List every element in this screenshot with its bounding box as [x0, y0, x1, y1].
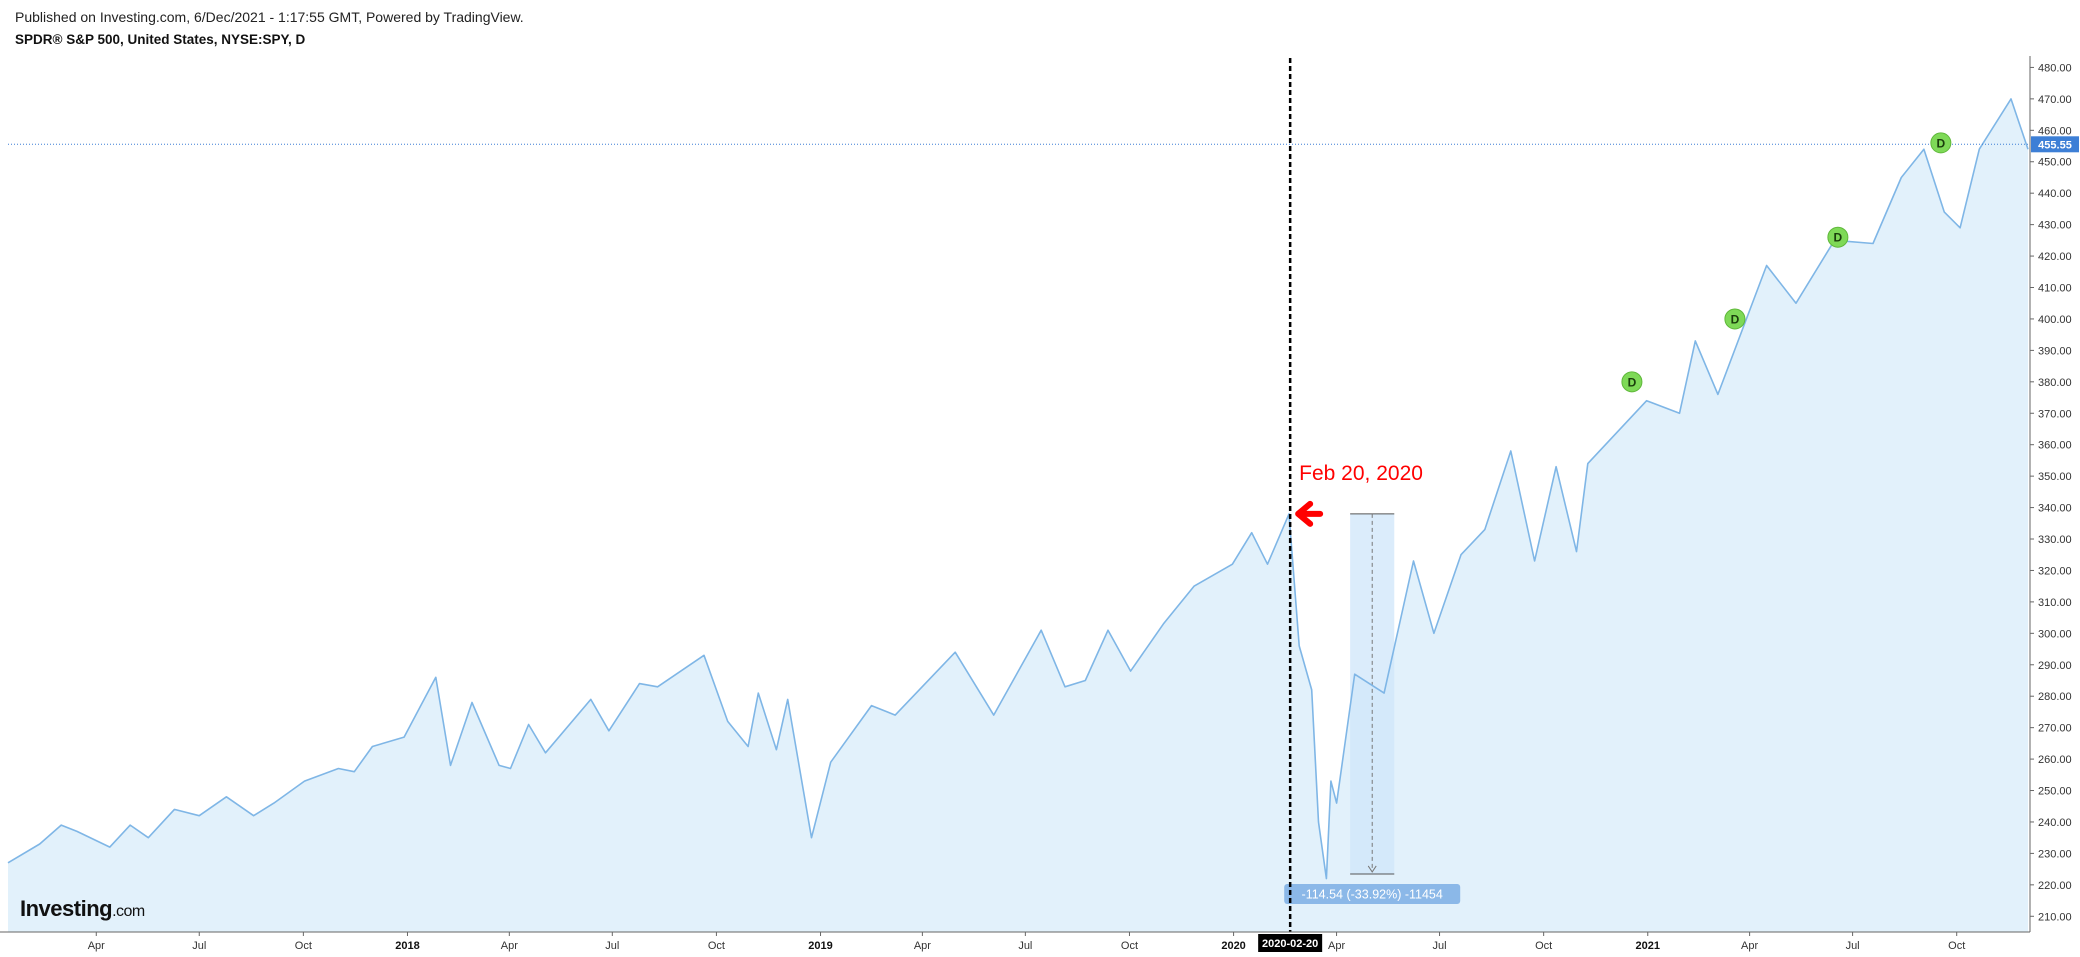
measure-label-bg [1284, 883, 1461, 904]
dividend-marker-label: D [1731, 312, 1740, 326]
measurement-tool[interactable]: -114.54 (-33.92%) -11454 [1284, 513, 1461, 904]
x-tick-label: Apr [501, 940, 518, 952]
x-tick-label: Oct [295, 940, 312, 952]
x-tick-label: Jul [605, 940, 619, 952]
y-tick-label: 390.00 [2038, 345, 2072, 357]
y-tick-label: 270.00 [2038, 723, 2072, 735]
x-tick-label: Jul [192, 940, 206, 952]
x-tick-label: Apr [1328, 940, 1345, 952]
annotation-arrow-icon [1295, 500, 1324, 527]
y-tick-label: 370.00 [2038, 408, 2072, 420]
axes-layer: 210.00 220.00 230.00 240.00 250.00 260.00 270.… [0, 56, 2079, 952]
y-tick-label: 350.00 [2038, 471, 2072, 483]
area-fill-layer [8, 98, 2028, 932]
y-tick-label: 430.00 [2038, 220, 2072, 232]
price-area-fill [8, 98, 2028, 932]
price-line-layer [7, 98, 2029, 880]
measure-label: -114.54 (-33.92%) -11454 [1302, 887, 1443, 901]
chart-symbol-title: SPDR® S&P 500, United States, NYSE:SPY, … [15, 32, 306, 47]
x-tick-label: Jul [1433, 940, 1447, 952]
crosshair-date-badge [1258, 934, 1323, 952]
published-note: Published on Investing.com, 6/Dec/2021 -… [15, 9, 524, 25]
y-tick-label: 330.00 [2038, 534, 2072, 546]
x-tick-label: Oct [708, 940, 725, 952]
y-tick-label: 240.00 [2038, 817, 2072, 829]
x-tick-label: 2020 [1221, 940, 1245, 952]
x-tick-label: Apr [1741, 940, 1758, 952]
y-tick-label: 210.00 [2038, 911, 2072, 923]
x-tick-label: 2019 [808, 940, 832, 952]
x-tick-label: 2021 [1636, 940, 1660, 952]
dividend-marker[interactable] [1827, 226, 1849, 248]
annotation-layer: Feb 20, 2020 [1295, 462, 1423, 527]
x-tick-label: 2018 [395, 940, 419, 952]
dividend-marker[interactable] [1930, 132, 1952, 154]
last-price-badge [2031, 136, 2079, 153]
dividend-marker-label: D [1834, 231, 1843, 245]
x-tick-label: Apr [88, 940, 105, 952]
y-tick-label: 360.00 [2038, 440, 2072, 452]
y-tick-label: 300.00 [2038, 628, 2072, 640]
y-tick-label: 380.00 [2038, 377, 2072, 389]
y-tick-label: 450.00 [2038, 157, 2072, 169]
y-tick-label: 250.00 [2038, 786, 2072, 798]
y-tick-label: 470.00 [2038, 94, 2072, 106]
x-tick-label: Jul [1846, 940, 1860, 952]
y-tick-label: 420.00 [2038, 251, 2072, 263]
y-tick-label: 230.00 [2038, 848, 2072, 860]
y-tick-label: 280.00 [2038, 691, 2072, 703]
measure-arrow-head [1367, 865, 1377, 873]
dividend-marker[interactable] [1621, 371, 1643, 393]
y-tick-label: 460.00 [2038, 125, 2072, 137]
dividend-marker-label: D [1937, 136, 1946, 150]
x-tick-label: Oct [1535, 940, 1552, 952]
y-tick-label: 340.00 [2038, 503, 2072, 515]
dividend-marker-label: D [1628, 375, 1637, 389]
x-tick-label: Jul [1018, 940, 1032, 952]
y-tick-label: 320.00 [2038, 565, 2072, 577]
y-tick-label: 440.00 [2038, 188, 2072, 200]
investing-logo: Investing.com [20, 896, 145, 921]
price-line [7, 98, 2029, 880]
measure-box [1350, 513, 1395, 874]
dividend-marker[interactable] [1724, 308, 1746, 330]
dividend-marker-layer[interactable]: D D D D [1621, 132, 1952, 393]
x-tick-label: Oct [1121, 940, 1138, 952]
crosshair-date-label: 2020-02-20 [1262, 938, 1318, 950]
y-tick-label: 400.00 [2038, 314, 2072, 326]
y-tick-label: 260.00 [2038, 754, 2072, 766]
x-tick-label: Oct [1948, 940, 1965, 952]
last-price-label: 455.55 [2038, 139, 2072, 151]
y-tick-label: 290.00 [2038, 660, 2072, 672]
y-tick-label: 220.00 [2038, 880, 2072, 892]
annotation-text: Feb 20, 2020 [1299, 462, 1423, 485]
y-tick-label: 310.00 [2038, 597, 2072, 609]
y-tick-label: 480.00 [2038, 62, 2072, 74]
y-tick-label: 410.00 [2038, 283, 2072, 295]
x-tick-label: Apr [914, 940, 931, 952]
